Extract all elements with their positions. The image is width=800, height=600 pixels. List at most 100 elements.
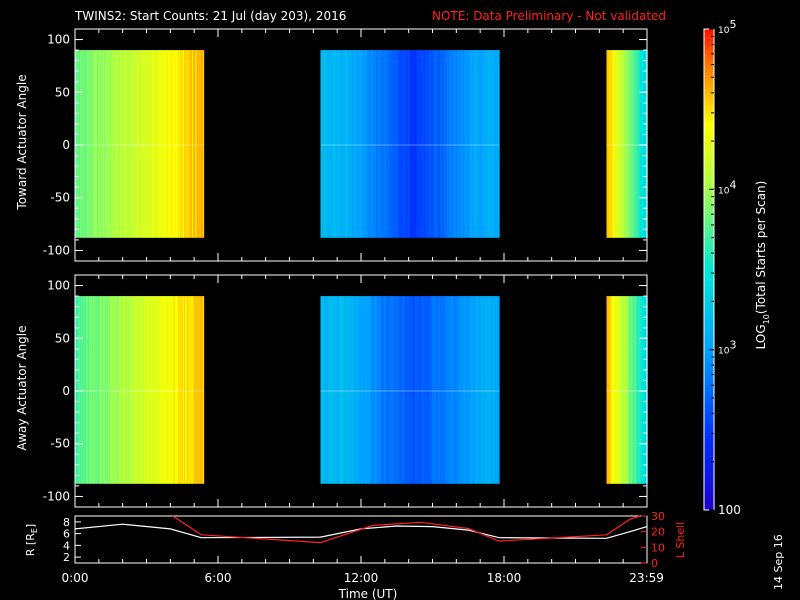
heatmap-column (136, 296, 138, 484)
heatmap-column (618, 50, 620, 238)
heatmap-column (110, 50, 112, 238)
heatmap-column (106, 50, 108, 238)
heatmap-column (444, 296, 446, 484)
heatmap-column (340, 296, 342, 484)
heatmap-column (139, 50, 141, 238)
heatmap-column (350, 50, 352, 238)
heatmap-column (392, 50, 394, 238)
y-tick-label: -100 (43, 489, 70, 503)
heatmap-column (606, 296, 608, 484)
heatmap-column (197, 50, 199, 238)
heatmap-column (428, 296, 430, 484)
heatmap-column (459, 50, 461, 238)
heatmap-column (195, 50, 197, 238)
heatmap-column (113, 50, 115, 238)
heatmap-column (85, 50, 87, 238)
heatmap-column (617, 50, 619, 238)
heatmap-column (461, 50, 463, 238)
heatmap-column (198, 296, 200, 484)
heatmap-column (471, 296, 473, 484)
heatmap-column (451, 296, 453, 484)
heatmap-column (490, 50, 492, 238)
heatmap-column (407, 296, 409, 484)
heatmap-column (100, 296, 102, 484)
heatmap-column (163, 296, 165, 484)
heatmap-column (373, 296, 375, 484)
heatmap-column (196, 296, 198, 484)
heatmap-column (447, 50, 449, 238)
heatmap-column (645, 50, 647, 238)
heatmap-column (171, 296, 173, 484)
heatmap-column (642, 50, 644, 238)
heatmap-column (396, 50, 398, 238)
heatmap-column (383, 296, 385, 484)
heatmap-column (134, 296, 136, 484)
heatmap-column (112, 50, 114, 238)
heatmap-column (387, 50, 389, 238)
y-tick-label: 0 (62, 384, 70, 398)
heatmap-column (397, 50, 399, 238)
heatmap-column (86, 296, 88, 484)
heatmap-column (146, 50, 148, 238)
heatmap-column (334, 50, 336, 238)
heatmap-column (419, 50, 421, 238)
heatmap-column (638, 296, 640, 484)
heatmap-column (636, 296, 638, 484)
heatmap-column (175, 296, 177, 484)
heatmap-column (103, 50, 105, 238)
heatmap-column (608, 50, 610, 238)
heatmap-column (450, 296, 452, 484)
heatmap-column (391, 296, 393, 484)
y-tick-label: 50 (55, 85, 70, 99)
heatmap-column (169, 50, 171, 238)
heatmap-column (464, 296, 466, 484)
heatmap-column (334, 296, 336, 484)
heatmap-column (356, 296, 358, 484)
heatmap-column (367, 50, 369, 238)
heatmap-column (108, 50, 110, 238)
heatmap-column (165, 296, 167, 484)
heatmap-column (401, 50, 403, 238)
heatmap-column (622, 50, 624, 238)
heatmap-column (168, 296, 170, 484)
heatmap-column (183, 296, 185, 484)
heatmap-column (424, 50, 426, 238)
heatmap-column (92, 296, 94, 484)
heatmap-column (363, 50, 365, 238)
heatmap-column (177, 296, 179, 484)
heatmap-column (428, 50, 430, 238)
heatmap-column (445, 50, 447, 238)
heatmap-column (115, 50, 117, 238)
heatmap-column (493, 296, 495, 484)
heatmap-column (496, 296, 498, 484)
heatmap-column (615, 296, 617, 484)
heatmap-column (625, 296, 627, 484)
heatmap-column (494, 50, 496, 238)
heatmap-column (174, 50, 176, 238)
y-tick-label: -50 (50, 437, 70, 451)
heatmap-column (111, 50, 113, 238)
heatmap-column (165, 50, 167, 238)
heatmap-column (366, 296, 368, 484)
heatmap-column (101, 50, 103, 238)
heatmap-column (94, 296, 96, 484)
heatmap-column (444, 50, 446, 238)
heatmap-column (155, 50, 157, 238)
heatmap-column (622, 296, 624, 484)
heatmap-column (476, 50, 478, 238)
heatmap-column (445, 296, 447, 484)
heatmap-column (132, 296, 134, 484)
heatmap-column (336, 296, 338, 484)
heatmap-column (492, 296, 494, 484)
heatmap-column (362, 296, 364, 484)
heatmap-column (624, 296, 626, 484)
heatmap-column (162, 296, 164, 484)
heatmap-column (373, 50, 375, 238)
heatmap-column (452, 296, 454, 484)
heatmap-column (343, 50, 345, 238)
heatmap-column (151, 50, 153, 238)
radius-ylabel-sub: E (30, 528, 39, 533)
heatmap-column (396, 296, 398, 484)
tick-base: 10 (718, 26, 730, 36)
